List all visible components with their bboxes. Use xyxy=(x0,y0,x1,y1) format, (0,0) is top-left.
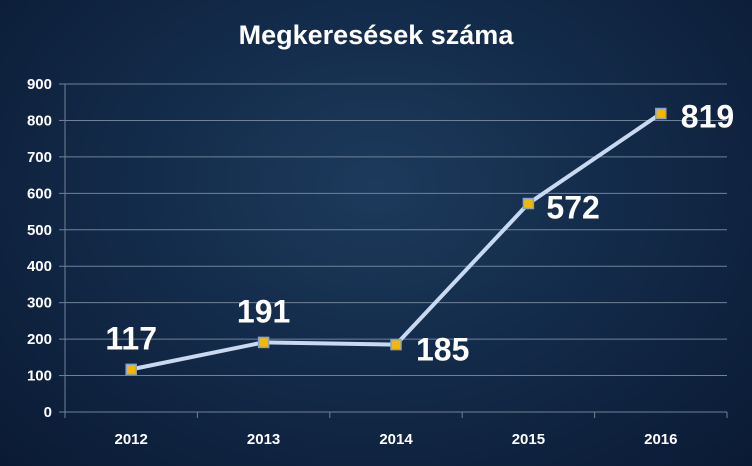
y-tick-label: 100 xyxy=(27,368,52,385)
y-tick-label: 500 xyxy=(27,222,52,239)
data-point-marker xyxy=(390,338,402,351)
data-label: 185 xyxy=(416,332,469,368)
data-point-marker xyxy=(655,107,667,120)
axes xyxy=(59,83,728,418)
x-tick-label: 2016 xyxy=(644,431,677,448)
y-tick-label: 800 xyxy=(27,112,52,129)
chart-title: Megkeresések száma xyxy=(238,20,514,50)
x-tick-label: 2013 xyxy=(247,431,280,448)
gridlines xyxy=(65,83,727,377)
series-line-group xyxy=(130,111,662,372)
data-label: 191 xyxy=(237,293,290,329)
data-point-marker xyxy=(522,197,535,210)
series-line xyxy=(130,111,662,372)
data-label: 117 xyxy=(105,320,157,356)
x-tick-label: 2015 xyxy=(512,431,545,448)
y-tick-labels: 0 100 200 300 400 500 600 700 800 900 xyxy=(27,76,52,421)
data-label: 572 xyxy=(546,190,599,226)
y-tick-label: 300 xyxy=(27,295,52,312)
y-tick-label: 0 xyxy=(44,404,52,421)
data-label: 819 xyxy=(681,99,734,135)
y-tick-label: 900 xyxy=(27,76,52,93)
x-tick-label: 2014 xyxy=(379,431,413,448)
y-tick-label: 600 xyxy=(27,185,52,202)
y-tick-label: 700 xyxy=(27,149,52,166)
markers-group xyxy=(125,107,667,376)
y-tick-label: 200 xyxy=(27,331,52,348)
data-point-marker xyxy=(125,363,137,376)
x-tick-labels: 2012 2013 2014 2015 2016 xyxy=(115,431,678,448)
x-tick-label: 2012 xyxy=(115,431,148,448)
y-tick-label: 400 xyxy=(27,258,52,275)
data-point-marker xyxy=(257,336,270,349)
data-labels-group: 117 191 185 572 819 xyxy=(105,99,734,368)
